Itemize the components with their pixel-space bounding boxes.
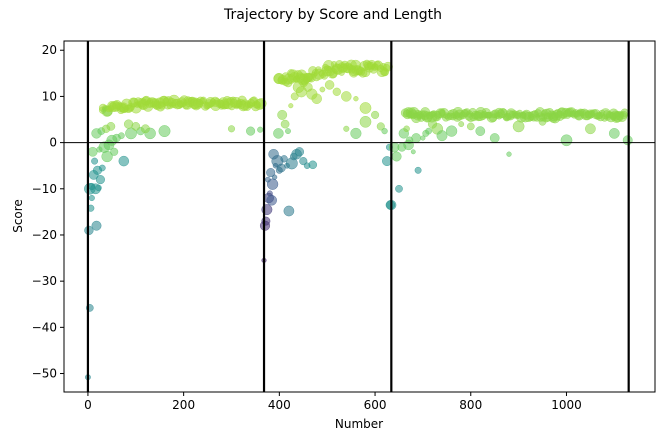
- point: [403, 125, 410, 133]
- point: [414, 166, 422, 174]
- point: [283, 205, 295, 217]
- segment-3-points: [386, 106, 633, 211]
- y-axis-label: Score: [11, 199, 25, 233]
- y-axis: −50 −40 −30 −20 −10 0 10 20: [32, 43, 64, 381]
- point: [324, 80, 335, 90]
- point: [489, 133, 500, 143]
- point: [285, 128, 291, 135]
- x-tick-label: 600: [364, 398, 387, 412]
- point: [294, 147, 305, 157]
- point: [87, 146, 98, 157]
- point: [560, 134, 573, 147]
- plot-area: [64, 41, 655, 392]
- y-tick-label: −50: [32, 367, 57, 381]
- point: [95, 175, 105, 185]
- point: [131, 122, 141, 131]
- point: [506, 151, 512, 157]
- point: [280, 155, 288, 163]
- x-tick-label: 400: [268, 398, 291, 412]
- x-tick-label: 0: [84, 398, 92, 412]
- point: [341, 91, 352, 102]
- point: [445, 125, 458, 137]
- point: [95, 184, 102, 192]
- point: [381, 127, 388, 135]
- point: [403, 139, 414, 151]
- y-tick-label: −40: [32, 320, 57, 334]
- x-axis: 0 200 400 600 800 1000: [84, 392, 582, 412]
- y-tick-label: 0: [49, 136, 57, 150]
- point: [585, 123, 596, 135]
- point: [410, 149, 416, 155]
- point: [277, 109, 288, 120]
- point: [299, 157, 308, 166]
- point: [376, 122, 385, 131]
- point: [265, 176, 271, 183]
- point: [98, 164, 106, 172]
- point: [395, 184, 403, 193]
- x-tick-label: 1000: [551, 398, 582, 412]
- point: [308, 160, 318, 170]
- point: [411, 133, 422, 143]
- point: [319, 86, 326, 93]
- point: [512, 120, 525, 133]
- point: [466, 122, 475, 131]
- point: [359, 102, 372, 114]
- x-tick-label: 200: [172, 398, 195, 412]
- point: [391, 151, 402, 162]
- y-tick-label: −30: [32, 274, 57, 288]
- point: [288, 103, 294, 109]
- y-tick-label: −10: [32, 182, 57, 196]
- point: [436, 130, 448, 142]
- point: [273, 128, 284, 139]
- point: [140, 124, 150, 134]
- point: [353, 96, 359, 102]
- point: [266, 168, 276, 178]
- x-axis-label: Number: [335, 417, 383, 431]
- point: [620, 108, 629, 117]
- point: [350, 127, 362, 139]
- point: [359, 115, 372, 128]
- point: [311, 93, 322, 104]
- point: [276, 163, 286, 173]
- point: [88, 182, 96, 191]
- point: [246, 126, 256, 136]
- point: [227, 125, 236, 133]
- point: [475, 126, 486, 136]
- point: [88, 194, 95, 202]
- point: [118, 155, 130, 167]
- y-tick-label: 20: [42, 43, 57, 57]
- plot-frame: [63, 40, 656, 393]
- point: [538, 117, 547, 126]
- point: [608, 128, 620, 139]
- point: [91, 220, 102, 231]
- point: [280, 119, 290, 129]
- segment-1-points: [84, 94, 267, 381]
- point: [371, 110, 380, 119]
- point: [106, 122, 116, 131]
- point: [422, 129, 430, 137]
- point: [458, 121, 465, 128]
- point: [110, 147, 119, 156]
- x-tick-label: 800: [459, 398, 482, 412]
- point: [158, 125, 171, 138]
- point: [266, 195, 277, 206]
- y-tick-label: −20: [32, 228, 57, 242]
- point: [332, 87, 341, 96]
- point: [268, 148, 279, 160]
- point: [343, 125, 350, 132]
- point: [257, 126, 264, 133]
- point: [91, 157, 99, 165]
- point: [118, 132, 125, 140]
- chart-title: Trajectory by Score and Length: [223, 7, 442, 23]
- y-tick-label: 10: [42, 89, 57, 103]
